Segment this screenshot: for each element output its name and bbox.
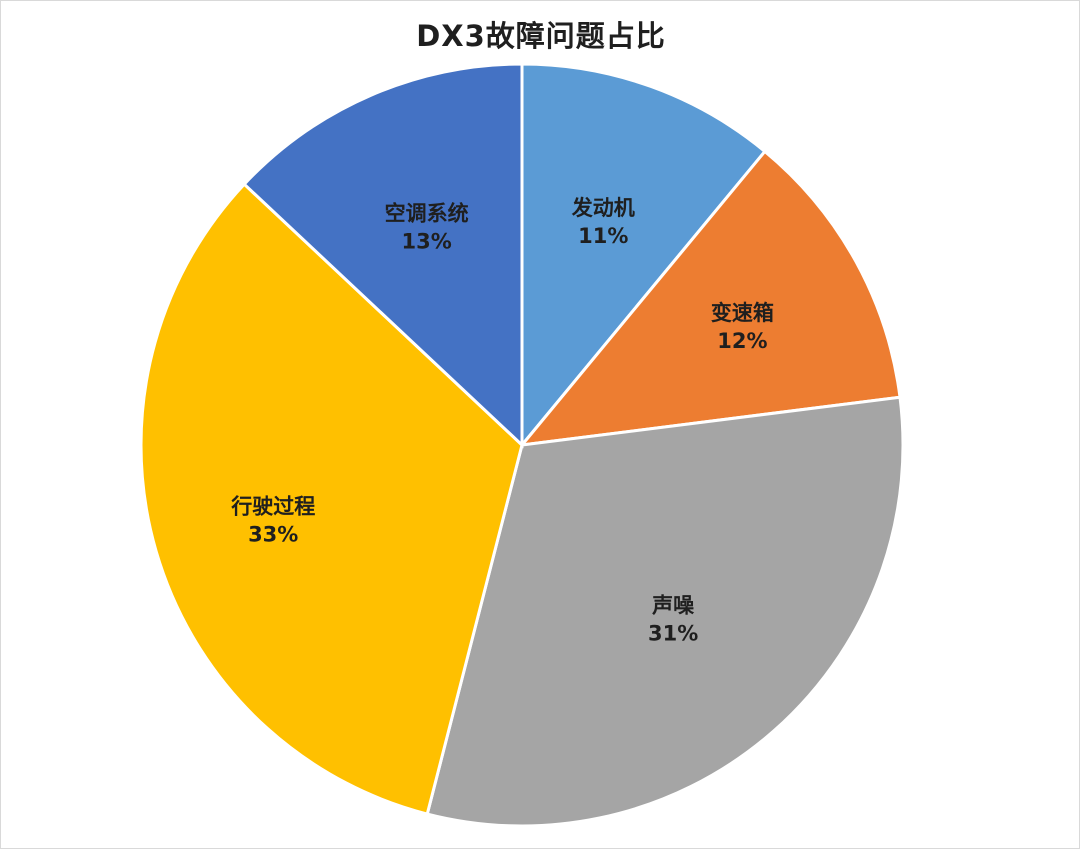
pie-slice-0 (520, 62, 767, 450)
slice-percent-2: 31% (648, 621, 698, 645)
slice-label-0: 发动机 (571, 196, 635, 220)
slice-percent-1: 12% (717, 329, 767, 353)
slice-percent-3: 33% (248, 522, 298, 546)
pie-slice-4 (242, 62, 524, 449)
slice-label-2: 声噪 (651, 593, 695, 617)
slice-label-1: 变速箱 (711, 301, 774, 325)
slice-percent-4: 13% (402, 230, 452, 254)
pie-slice-2 (425, 395, 905, 828)
slice-label-4: 空调系统 (385, 202, 469, 226)
pie-slice-1 (518, 149, 902, 447)
pie-slice-3 (139, 182, 524, 816)
slice-label-3: 行驶过程 (230, 494, 315, 518)
chart-title: DX3故障问题占比 (416, 19, 666, 53)
slice-percent-0: 11% (578, 224, 628, 248)
